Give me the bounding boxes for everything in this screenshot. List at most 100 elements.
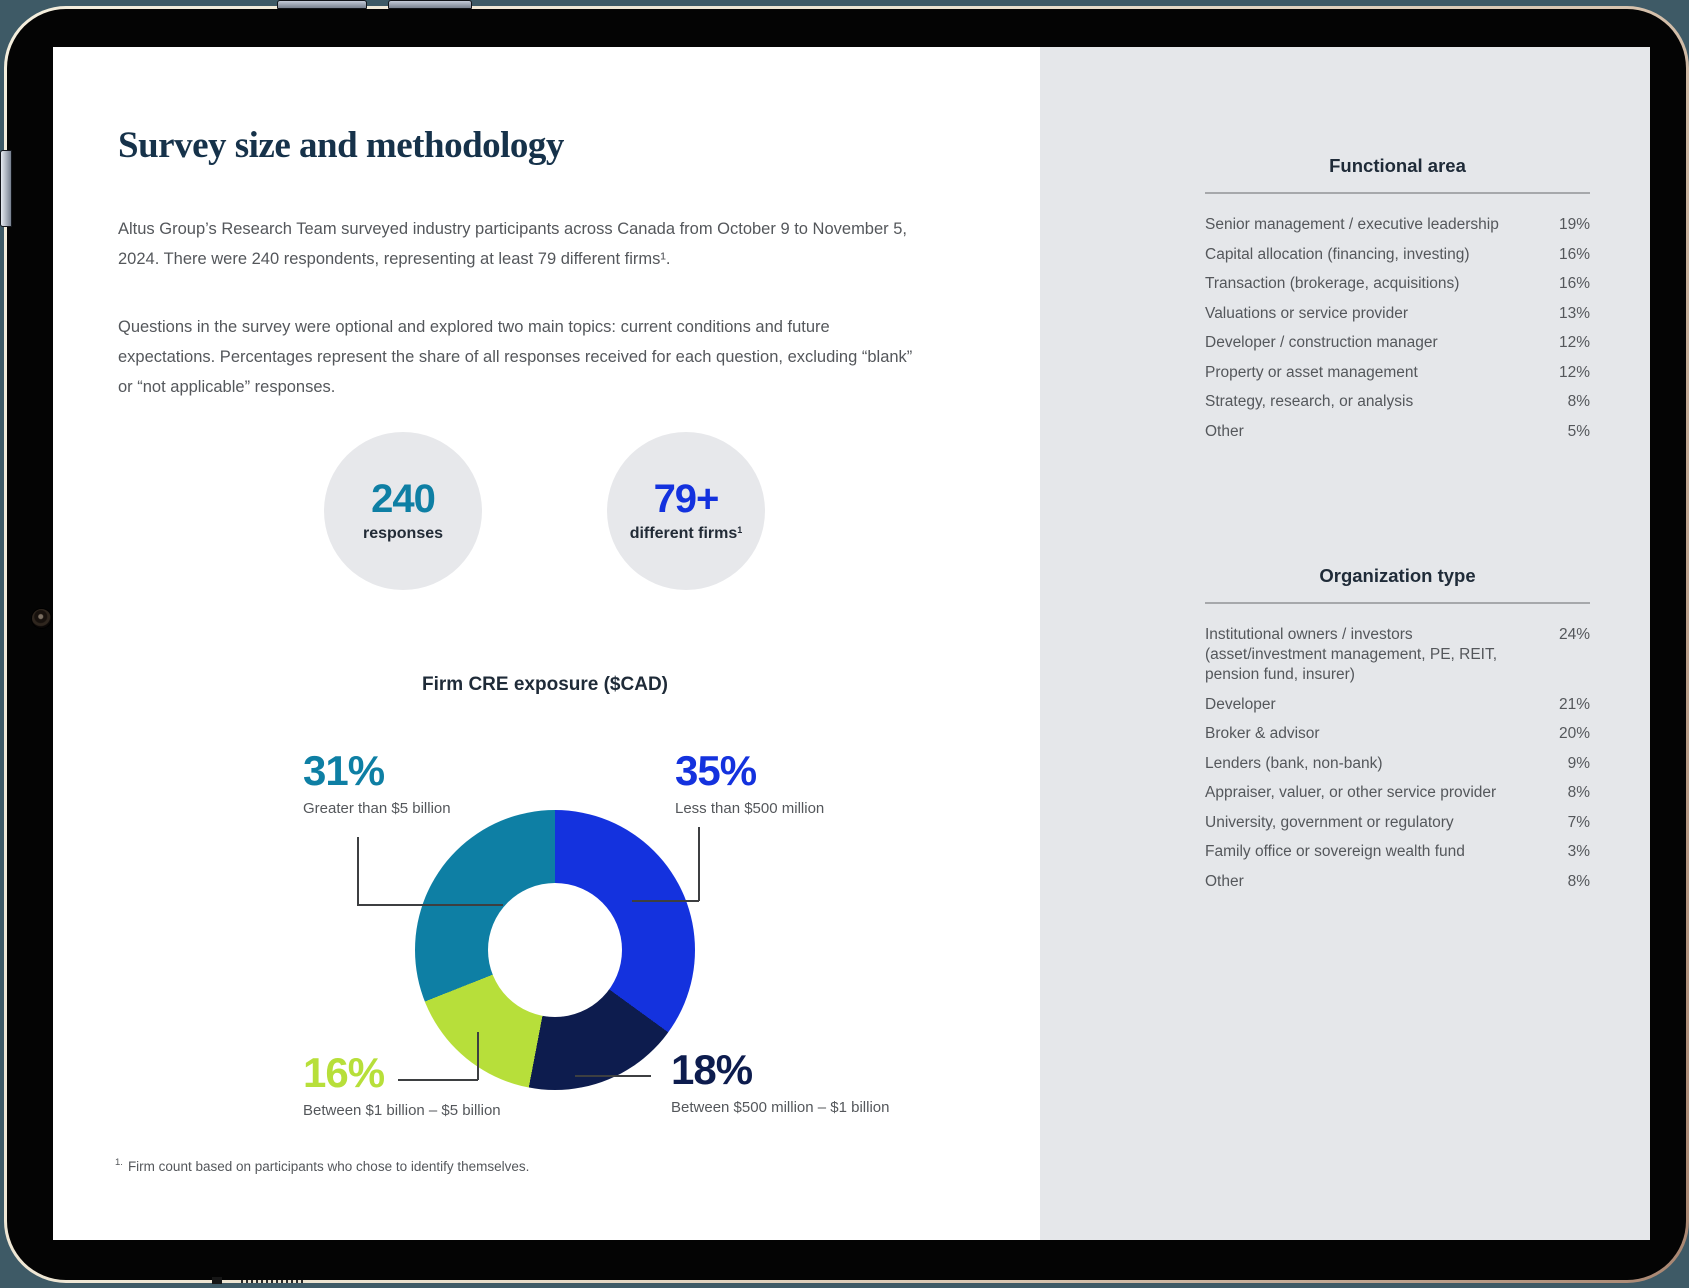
functional-area-section: Functional area Senior management / exec…	[1205, 155, 1590, 451]
responses-label: responses	[363, 525, 443, 543]
chart-title: Firm CRE exposure ($CAD)	[422, 674, 668, 695]
slice-name-less-500m: Less than $500 million	[675, 800, 825, 817]
table-row: Other 8%	[1205, 872, 1590, 892]
responses-stat-circle: 240 responses	[324, 432, 482, 590]
footnote: 1. Firm count based on participants who c…	[115, 1157, 529, 1174]
row-label: Property or asset management	[1205, 363, 1418, 381]
table-row: Senior management / executive leadership…	[1205, 215, 1590, 235]
slice-pct-greater-5b: 31%	[303, 747, 385, 794]
bottom-port-icon	[212, 1277, 222, 1284]
row-value: 12%	[1558, 334, 1590, 351]
callout-line-less-500m-vertical	[698, 827, 700, 901]
organization-type-section: Organization type Institutional owners /…	[1205, 565, 1590, 901]
speaker-grille-icon	[241, 1280, 303, 1283]
table-row: Capital allocation (financing, investing…	[1205, 245, 1590, 265]
row-value: 8%	[1567, 784, 1590, 801]
row-value: 13%	[1558, 304, 1590, 322]
row-label: University, government or regulatory	[1205, 813, 1454, 831]
row-label: Capital allocation (financing, investing…	[1205, 245, 1470, 263]
table-row: Family office or sovereign wealth fund 3%	[1205, 842, 1590, 862]
organization-type-rule	[1205, 602, 1590, 604]
slice-pct-less-500m: 35%	[675, 747, 757, 794]
slice-name-500m-1b: Between $500 million – $1 billion	[671, 1099, 890, 1116]
table-row: Strategy, research, or analysis 8%	[1205, 392, 1590, 412]
volume-down-button	[388, 0, 472, 9]
callout-line-greater-5b-horizontal	[357, 904, 503, 906]
slice-pct-1b-5b: 16%	[303, 1049, 385, 1096]
row-label: Institutional owners / investors (asset/…	[1205, 626, 1498, 683]
row-label: Appraiser, valuer, or other service prov…	[1205, 784, 1497, 801]
row-label: Developer	[1205, 695, 1276, 713]
page-title: Survey size and methodology	[118, 124, 564, 166]
firms-label-sup: 1	[737, 525, 743, 535]
donut-hole	[488, 883, 622, 1017]
slice-name-1b-5b: Between $1 billion – $5 billion	[303, 1102, 501, 1119]
row-value: 9%	[1567, 754, 1590, 772]
tablet-frame: Survey size and methodology Altus Group’…	[4, 6, 1689, 1283]
slice-label-500m-1b: 18% Between $500 million – $1 billion	[671, 1046, 890, 1117]
firms-label-text: different firms	[629, 525, 738, 542]
slice-label-greater-5b: 31% Greater than $5 billion	[303, 747, 451, 818]
row-label: Family office or sovereign wealth fund	[1205, 843, 1465, 860]
report-screen: Survey size and methodology Altus Group’…	[53, 47, 1650, 1240]
functional-area-rule	[1205, 192, 1590, 194]
methodology-paragraph: Questions in the survey were optional an…	[118, 317, 913, 396]
callout-line-1b-5b-horizontal	[398, 1079, 478, 1081]
table-row: Developer / construction manager 12%	[1205, 333, 1590, 353]
power-button	[0, 150, 12, 227]
slice-label-less-500m: 35% Less than $500 million	[675, 747, 825, 818]
row-label: Developer / construction manager	[1205, 334, 1438, 351]
callout-line-500m-1b-horizontal	[575, 1075, 651, 1077]
firms-stat-circle: 79+ different firms1	[607, 432, 765, 590]
organization-type-table: Institutional owners / investors (asset/…	[1205, 625, 1590, 892]
row-label: Other	[1205, 872, 1244, 890]
table-row: Other 5%	[1205, 422, 1590, 442]
table-row: Valuations or service provider 13%	[1205, 304, 1590, 324]
firms-count: 79+	[653, 477, 720, 521]
row-label: Other	[1205, 422, 1244, 440]
row-value: 8%	[1567, 872, 1590, 890]
footnote-marker: 1.	[115, 1157, 123, 1168]
row-label: Broker & advisor	[1205, 725, 1320, 742]
table-row: Appraiser, valuer, or other service prov…	[1205, 783, 1590, 803]
intro-paragraph: Altus Group’s Research Team surveyed ind…	[118, 219, 908, 268]
row-value: 16%	[1558, 275, 1590, 292]
callout-line-greater-5b-vertical	[357, 837, 359, 905]
volume-up-button	[277, 0, 367, 9]
callout-line-1b-5b-vertical	[477, 1032, 479, 1080]
organization-type-title: Organization type	[1319, 565, 1476, 586]
functional-area-title: Functional area	[1329, 155, 1466, 176]
row-label: Transaction (brokerage, acquisitions)	[1205, 275, 1460, 292]
footnote-text: Firm count based on participants who cho…	[127, 1159, 530, 1174]
functional-area-table: Senior management / executive leadership…	[1205, 215, 1590, 442]
slice-label-1b-5b: 16% Between $1 billion – $5 billion	[303, 1049, 501, 1120]
firms-label: different firms1	[630, 525, 743, 543]
slice-pct-500m-1b: 18%	[671, 1046, 753, 1093]
table-row: Lenders (bank, non-bank) 9%	[1205, 754, 1590, 774]
table-row: Broker & advisor 20%	[1205, 724, 1590, 744]
table-row: University, government or regulatory 7%	[1205, 813, 1590, 833]
donut-chart	[415, 810, 695, 1090]
tablet-bezel: Survey size and methodology Altus Group’…	[7, 9, 1686, 1280]
table-row: Transaction (brokerage, acquisitions) 16%	[1205, 274, 1590, 294]
row-value: 7%	[1567, 813, 1590, 831]
responses-label-text: responses	[362, 525, 444, 542]
slice-name-greater-5b: Greater than $5 billion	[303, 800, 451, 817]
row-value: 8%	[1567, 393, 1590, 410]
table-row: Developer 21%	[1205, 695, 1590, 715]
row-value: 20%	[1558, 725, 1590, 742]
sidebar-panel: Functional area Senior management / exec…	[1040, 47, 1650, 1240]
row-value: 16%	[1558, 245, 1590, 263]
row-value: 3%	[1567, 843, 1590, 860]
row-value: 12%	[1558, 363, 1590, 381]
row-value: 24%	[1558, 626, 1590, 643]
row-label: Valuations or service provider	[1205, 304, 1409, 322]
row-value: 19%	[1558, 216, 1590, 233]
row-value: 5%	[1567, 422, 1590, 440]
row-value: 21%	[1558, 695, 1590, 713]
responses-count: 240	[371, 477, 436, 521]
table-row: Property or asset management 12%	[1205, 363, 1590, 383]
row-label: Lenders (bank, non-bank)	[1205, 754, 1383, 772]
row-label: Strategy, research, or analysis	[1205, 393, 1414, 410]
